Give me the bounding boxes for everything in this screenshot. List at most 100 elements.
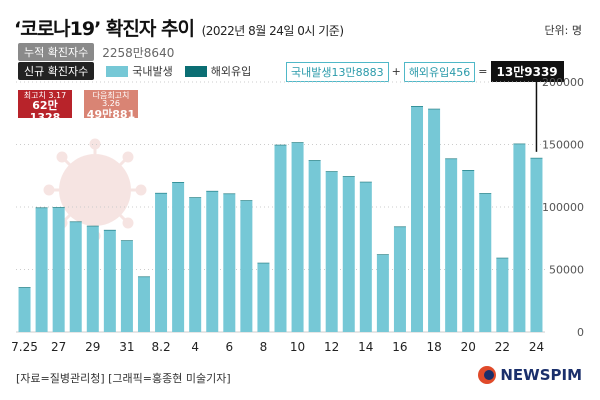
bar-domestic: [120, 240, 133, 332]
legend-domestic-label: 국내발생: [132, 65, 173, 78]
bar-overseas: [52, 207, 65, 208]
bar-overseas: [206, 190, 219, 192]
bar-overseas: [103, 229, 116, 231]
legend-overseas: 해외유입: [184, 63, 252, 79]
bar-overseas: [445, 158, 458, 160]
bar-domestic: [513, 144, 526, 332]
bar-overseas: [274, 144, 287, 146]
y-tick-label: 100000: [542, 201, 584, 214]
latest-callout: 국내발생13만8883 + 해외유입456 = 13만9339: [286, 61, 564, 82]
y-tick-label: 50000: [549, 264, 584, 277]
bar-overseas: [325, 171, 338, 172]
bar-domestic: [240, 200, 253, 332]
bar-overseas: [35, 207, 48, 209]
legend-domestic: 국내발생: [106, 63, 173, 79]
legend-overseas-swatch: [184, 65, 207, 77]
legend-row: 신규 확진자수 국내발생 해외유입: [18, 62, 251, 80]
bar-overseas: [496, 257, 509, 259]
bar-overseas: [376, 254, 389, 255]
bar-domestic: [291, 142, 304, 332]
x-tick-label: 22: [495, 340, 510, 354]
source-credit: [자료=질병관리청] [그래픽=홍종현 미술기자]: [16, 372, 231, 385]
bar-domestic: [257, 263, 270, 332]
legend-overseas-label: 해외유입: [210, 65, 252, 78]
x-tick-label: 10: [290, 340, 305, 354]
bar-overseas: [428, 108, 441, 110]
bar-domestic: [137, 277, 150, 332]
bar-domestic: [342, 176, 355, 332]
bar-overseas: [513, 143, 526, 145]
bar-overseas: [530, 157, 543, 159]
bar-overseas: [411, 106, 424, 107]
title-text: ‘코로나19’ 확진자 추이: [14, 18, 195, 40]
callout-overseas: 해외유입456: [403, 61, 476, 82]
bar-overseas: [120, 240, 133, 241]
bar-domestic: [428, 109, 441, 332]
x-tick-label: 12: [324, 340, 339, 354]
bar-overseas: [462, 170, 475, 171]
y-tick-label: 200000: [542, 76, 584, 89]
bar-domestic: [359, 182, 372, 332]
x-tick-label: 6: [225, 340, 233, 354]
y-tick-label: 150000: [542, 139, 584, 152]
title-subtitle: (2022년 8월 24일 0시 기준): [201, 24, 344, 38]
x-tick-label: 7.25: [11, 340, 38, 354]
newspim-logo: NEWSPIM: [478, 366, 582, 384]
bar-overseas: [240, 200, 253, 201]
bar-domestic: [376, 254, 389, 332]
y-tick-label: 0: [577, 326, 584, 339]
newspim-logo-icon: [478, 366, 497, 384]
newspim-logo-text: NEWSPIM: [500, 366, 582, 384]
bar-domestic: [462, 170, 475, 332]
x-tick-label: 27: [51, 340, 66, 354]
record-second-value: 49만881: [86, 107, 136, 121]
record-second-label: 다음최고치 3.26: [92, 91, 130, 109]
callout-domestic: 국내발생13만8883: [286, 61, 389, 82]
bar-overseas: [223, 193, 236, 195]
record-highest-label: 최고치 3.17: [23, 91, 67, 100]
record-highest-value: 62만1328: [29, 99, 61, 124]
bar-domestic: [206, 191, 219, 332]
bar-overseas: [137, 276, 150, 278]
x-tick-label: 4: [191, 340, 199, 354]
bar-overseas: [291, 142, 304, 143]
cumulative-tag: 누적 확진자수: [18, 43, 95, 61]
bar-overseas: [308, 160, 321, 161]
new-cases-tag: 신규 확진자수: [18, 62, 95, 80]
x-tick-label: 16: [392, 340, 407, 354]
bar-domestic: [86, 226, 99, 332]
bar-overseas: [359, 181, 372, 183]
cumulative-row: 누적 확진자수 2258만8640: [18, 43, 174, 61]
bar-overseas: [479, 193, 492, 194]
bar-overseas: [189, 197, 202, 198]
bar-overseas: [18, 287, 31, 288]
x-tick-label: 29: [85, 340, 100, 354]
unit-label: 단위: 명: [544, 24, 582, 37]
bar-domestic: [445, 159, 458, 332]
callout-plus: +: [391, 65, 401, 78]
bar-overseas: [172, 182, 185, 183]
x-tick-label: 8: [260, 340, 268, 354]
bar-overseas: [342, 176, 355, 177]
bar-overseas: [86, 225, 99, 227]
bar-domestic: [69, 222, 82, 332]
x-tick-label: 24: [529, 340, 544, 354]
bar-overseas: [393, 226, 406, 228]
bar-domestic: [393, 227, 406, 332]
bar-domestic: [18, 287, 31, 332]
bar-domestic: [189, 197, 202, 332]
chart-title: ‘코로나19’ 확진자 추이 (2022년 8월 24일 0시 기준): [14, 14, 344, 41]
bar-domestic: [411, 106, 424, 332]
callout-equals: =: [478, 65, 488, 78]
bar-domestic: [479, 193, 492, 332]
x-tick-label: 8.2: [152, 340, 171, 354]
bar-domestic: [530, 158, 543, 332]
bar-domestic: [52, 207, 65, 332]
record-second: 다음최고치 3.26 49만881: [84, 90, 138, 121]
x-tick-label: 31: [119, 340, 134, 354]
bar-domestic: [274, 145, 287, 332]
x-tick-label: 18: [426, 340, 441, 354]
bar-domestic: [325, 171, 338, 332]
bar-domestic: [308, 160, 321, 332]
